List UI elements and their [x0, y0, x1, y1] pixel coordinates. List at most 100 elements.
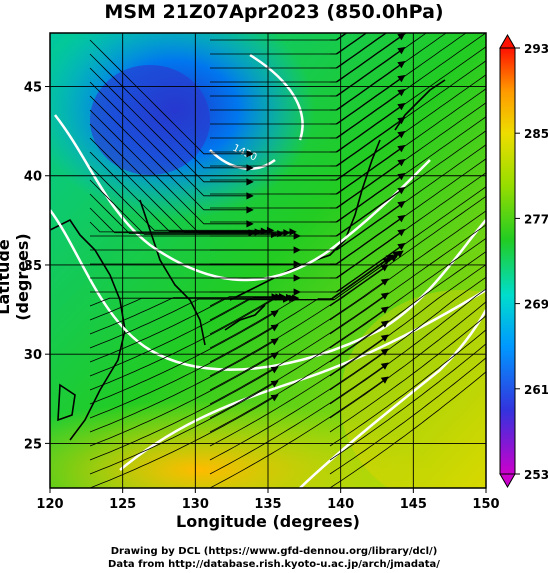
x-tick-label: 135	[254, 497, 281, 512]
streamline	[329, 343, 486, 461]
streamline-arrow	[270, 366, 279, 374]
streamline	[89, 95, 253, 211]
streamline	[329, 357, 486, 475]
streamline	[210, 61, 405, 111]
streamline	[210, 33, 367, 55]
streamline	[210, 117, 405, 167]
streamline	[209, 306, 389, 419]
streamline	[329, 224, 486, 335]
map-title: MSM 21Z07Apr2023 (850.0hPa)	[104, 1, 444, 23]
plot-area: 1450	[50, 6, 503, 488]
streamline	[330, 33, 467, 125]
streamline	[210, 215, 405, 265]
streamline	[209, 255, 398, 335]
streamline	[330, 33, 427, 97]
streamline-arrow	[271, 293, 279, 301]
streamline-arrow	[382, 257, 391, 265]
graticule	[50, 33, 486, 488]
streamline	[330, 33, 447, 111]
streamline-arrow	[398, 20, 405, 26]
streamline	[209, 362, 389, 475]
streamline	[329, 251, 486, 363]
y-tick-label: 35	[24, 259, 42, 274]
streamline-arrow	[496, 21, 503, 27]
y-tick-label: 25	[24, 437, 42, 452]
x-axis: 120 125 130 135 140 145 150	[36, 488, 500, 512]
streamline	[89, 151, 268, 232]
x-axis-label: Longitude (degrees)	[176, 512, 360, 531]
credit-drawing: Drawing by DCL (https://www.gfd-dennou.o…	[110, 546, 438, 557]
streamline-arrow	[380, 348, 389, 356]
streamline	[210, 89, 405, 139]
streamline	[209, 264, 389, 377]
colorbar-scale	[499, 47, 516, 475]
streamline-arrow	[270, 394, 279, 402]
streamline	[210, 33, 405, 83]
streamline-arrow	[380, 306, 389, 314]
x-tick-label: 140	[327, 497, 354, 512]
streamline	[209, 292, 389, 405]
x-tick-label: 150	[472, 497, 499, 512]
colorbar-bottom-arrow	[499, 473, 516, 489]
colorbar-tick-label: 261	[524, 383, 548, 397]
streamline-arrow	[491, 334, 498, 340]
streamline	[210, 131, 405, 181]
colorbar-tick-label: 277	[524, 212, 548, 226]
streamline	[330, 33, 368, 55]
streamline-arrow	[494, 267, 501, 273]
streamline	[89, 221, 296, 233]
streamline	[89, 193, 284, 234]
streamline	[330, 33, 388, 69]
streamline	[329, 276, 486, 391]
streamline	[330, 144, 486, 251]
streamline	[210, 33, 347, 41]
y-tick-label: 45	[24, 81, 42, 96]
streamline-arrow	[270, 338, 279, 346]
streamline-arrow	[491, 362, 498, 368]
streamline	[329, 210, 486, 321]
streamline-arrow	[270, 310, 279, 318]
streamlines	[89, 6, 503, 488]
colorbar-tick-label: 293	[524, 42, 548, 56]
streamline-arrow	[398, 6, 405, 12]
streamline-arrow	[380, 334, 389, 342]
streamline	[329, 301, 486, 419]
streamline-arrow	[380, 292, 389, 300]
streamline-arrow	[491, 348, 498, 354]
streamline	[210, 187, 405, 237]
streamline	[210, 75, 405, 125]
streamline-arrow	[496, 35, 503, 41]
colorbar-tick-label: 285	[524, 127, 548, 141]
streamline	[209, 278, 389, 391]
streamline	[330, 116, 486, 223]
x-tick-label: 130	[182, 497, 209, 512]
streamline	[329, 371, 486, 488]
streamline	[210, 103, 405, 153]
colorbar-top-arrow	[499, 33, 516, 49]
y-axis-label: Latitude (degrees)	[0, 233, 32, 321]
streamline	[330, 186, 486, 293]
streamline	[209, 334, 389, 447]
streamline	[89, 109, 253, 225]
streamline	[209, 320, 389, 433]
streamline-arrow	[491, 306, 498, 312]
credit-data: Data from http://database.rish.kyoto-u.a…	[108, 559, 440, 570]
streamline-arrow	[493, 280, 500, 286]
streamline	[330, 46, 486, 153]
streamline	[329, 329, 486, 447]
streamline	[89, 39, 253, 155]
streamline-arrow	[392, 250, 401, 259]
streamline-arrow	[491, 320, 498, 326]
streamline	[210, 229, 405, 279]
y-tick-label: 40	[24, 170, 42, 185]
streamline	[210, 243, 405, 293]
streamline	[329, 195, 486, 307]
streamline	[330, 33, 486, 139]
streamline	[210, 47, 405, 97]
streamline	[330, 33, 408, 83]
streamline	[330, 158, 486, 265]
streamline	[89, 67, 253, 183]
streamline	[329, 315, 486, 433]
streamline	[330, 60, 486, 167]
streamline	[329, 237, 486, 349]
